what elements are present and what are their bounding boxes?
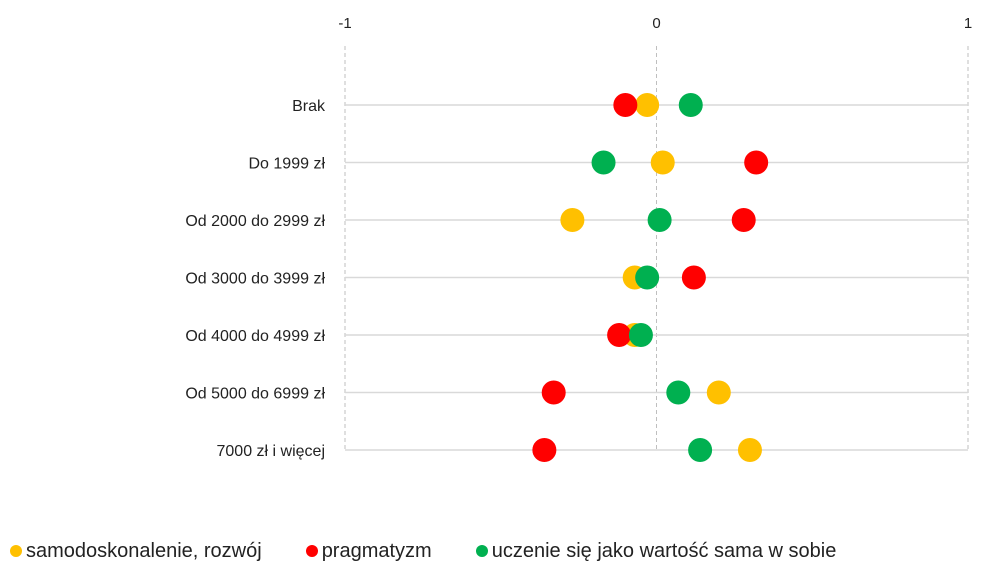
legend-swatch bbox=[305, 545, 318, 557]
data-point bbox=[744, 150, 769, 175]
category-label: Do 1999 zł bbox=[249, 156, 326, 173]
data-point bbox=[607, 323, 632, 347]
data-point bbox=[532, 438, 557, 462]
data-point bbox=[635, 93, 660, 117]
data-point bbox=[737, 438, 762, 462]
category-label: 7000 zł i więcej bbox=[217, 443, 326, 460]
legend-label: pragmatyzm bbox=[321, 539, 432, 562]
legend-item: uczenie się jako wartość sama w sobie bbox=[475, 539, 837, 563]
legend-swatch bbox=[10, 545, 22, 557]
legend-label: uczenie się jako wartość sama w sobie bbox=[491, 539, 837, 562]
data-point bbox=[706, 380, 731, 405]
category-label: Od 4000 do 4999 zł bbox=[185, 328, 325, 345]
data-point bbox=[688, 438, 713, 462]
category-labels: Brak Do 1999 zł Od 2000 do 2999 zł Od 3000 … bbox=[185, 98, 326, 460]
data-point bbox=[731, 208, 756, 232]
data-point bbox=[650, 150, 675, 175]
data-point bbox=[591, 150, 616, 175]
legend-label: samodoskonalenie, rozwój bbox=[26, 539, 262, 562]
x-tick-label: 0 bbox=[652, 15, 660, 32]
data-point bbox=[541, 380, 566, 405]
chart: -1 0 1 Brak Do 1999 zł Od 2000 do 2999 zł Od … bbox=[185, 15, 972, 462]
category-label: Od 3000 do 3999 zł bbox=[185, 271, 325, 288]
data-point bbox=[613, 93, 638, 117]
data-point bbox=[681, 265, 706, 290]
category-label: Od 5000 do 6999 zł bbox=[185, 386, 325, 403]
data-points bbox=[532, 93, 769, 462]
legend-item: samodoskonalenie, rozwój bbox=[10, 540, 262, 563]
x-tick-labels: -1 0 1 bbox=[338, 15, 972, 32]
x-gridlines bbox=[344, 46, 969, 450]
category-label: Brak bbox=[292, 98, 326, 115]
legend-item: pragmatyzm bbox=[305, 539, 432, 563]
data-point bbox=[635, 265, 660, 290]
category-label: Od 2000 do 2999 zł bbox=[185, 213, 325, 230]
data-point bbox=[647, 208, 672, 232]
data-point bbox=[628, 323, 653, 347]
data-point bbox=[560, 208, 585, 232]
x-tick-label: 1 bbox=[964, 15, 972, 32]
data-point bbox=[666, 380, 691, 405]
x-tick-label: -1 bbox=[338, 15, 351, 32]
data-point bbox=[678, 93, 703, 117]
legend: samodoskonalenie, rozwój pragmatyzm uczeni… bbox=[10, 538, 836, 564]
legend-swatch bbox=[475, 545, 488, 557]
